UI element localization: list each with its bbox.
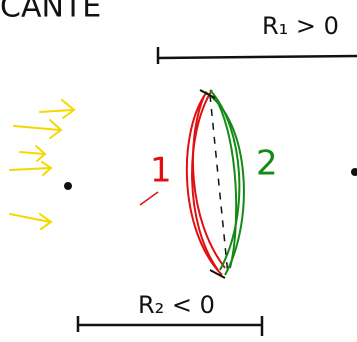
diagram: CANTE R₁ > 0 1 2 R₂ < 0: [0, 0, 357, 342]
title: CANTE: [0, 0, 101, 25]
surface-1-label: 1: [150, 151, 172, 191]
surface-2-label: 2: [256, 144, 278, 184]
focal-point: [351, 168, 357, 176]
focal-point: [64, 182, 72, 190]
radius-1-line: [158, 47, 357, 64]
radius-2-line: [78, 316, 262, 336]
incoming-rays: [10, 100, 74, 229]
stroke: [140, 192, 158, 205]
radius-2-label: R₂ < 0: [138, 291, 215, 319]
radius-1-label: R₁ > 0: [262, 12, 339, 40]
